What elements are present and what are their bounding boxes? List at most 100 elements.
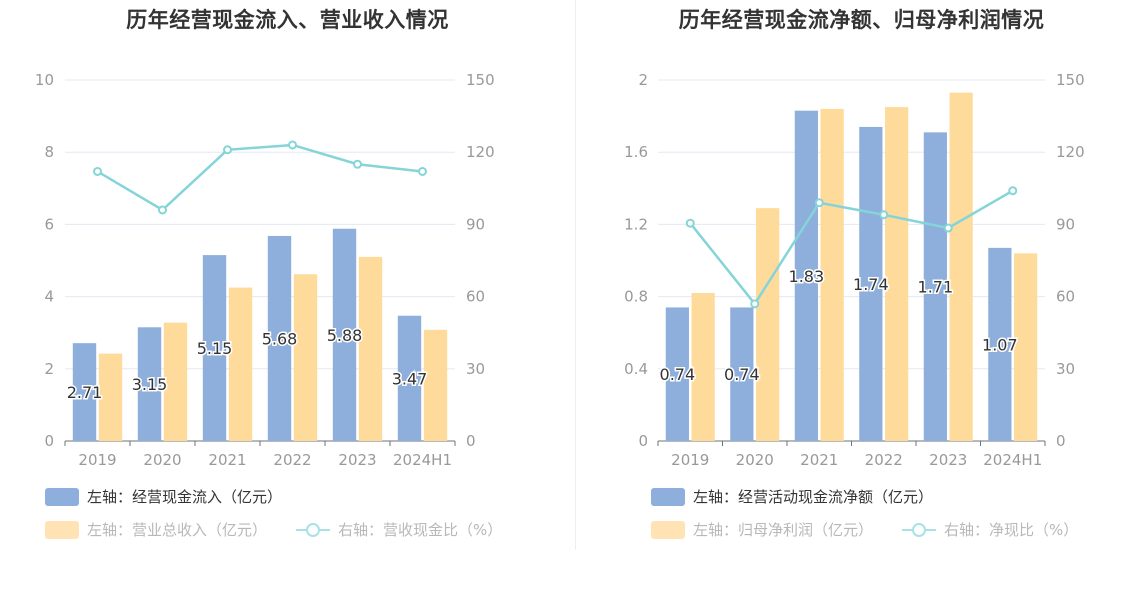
x-tick-label: 2024H1 [983, 451, 1042, 469]
x-tick-label: 2020 [143, 451, 181, 469]
bar-primary [794, 110, 818, 441]
bar-secondary [1014, 253, 1038, 441]
ratio-point [353, 159, 362, 169]
right-legend-item-netflow[interactable]: 左轴：经营活动现金流净额（亿元） [651, 486, 933, 507]
right-legend-item-ratio[interactable]: 右轴：净现比（%） [902, 519, 1078, 540]
legend-bar-swatch [651, 520, 685, 539]
x-tick-label: 2020 [736, 451, 774, 469]
x-tick-label: 2021 [208, 451, 246, 469]
y-left-tick-label: 2 [44, 360, 54, 378]
left-chart-title: 历年经营现金流入、营业收入情况 [126, 8, 449, 32]
ratio-line [96, 143, 423, 212]
x-tick-label: 2019 [671, 451, 709, 469]
y-right-tick-label: 60 [466, 288, 485, 306]
bar-data-label: 2.71 [67, 383, 103, 402]
left-legend-item-inflow[interactable]: 左轴：经营现金流入（亿元） [45, 486, 282, 507]
x-tick-label: 2023 [338, 451, 376, 469]
legend-label: 右轴：净现比（%） [944, 521, 1079, 539]
bar-primary [332, 228, 357, 441]
legend-bar-swatch [651, 487, 685, 506]
ratio-point [93, 166, 102, 176]
y-left-tick-label: 10 [35, 71, 54, 89]
legend-label: 左轴：营业总收入（亿元） [87, 521, 268, 539]
y-left-tick-label: 8 [44, 143, 54, 161]
y-left-tick-label: 6 [44, 215, 54, 233]
bar-secondary [358, 256, 383, 441]
ratio-point [1008, 186, 1018, 196]
bar-data-label: 0.74 [724, 365, 760, 384]
left-legend-item-revenue[interactable]: 左轴：营业总收入（亿元） [45, 519, 267, 540]
ratio-point [879, 210, 889, 220]
legend-label: 左轴：经营活动现金流净额（亿元） [693, 488, 934, 506]
bar-data-label: 5.15 [197, 339, 233, 358]
legend-line-circle-icon [296, 522, 330, 537]
y-left-tick-label: 1.6 [624, 143, 648, 161]
x-tick-label: 2021 [800, 451, 838, 469]
bar-primary [923, 132, 947, 441]
bar-primary [859, 126, 883, 442]
x-tick-label: 2022 [865, 451, 903, 469]
x-tick-label: 2024H1 [393, 451, 452, 469]
y-left-tick-label: 2 [638, 71, 648, 89]
bar-secondary [885, 107, 909, 441]
right-chart-title: 历年经营现金流净额、归母净利润情况 [678, 8, 1045, 32]
left-chart-panel: 历年经营现金流入、营业收入情况 0 2 4 6 8 10 0 30 60 90 120 150 2019… [35, 8, 502, 540]
y-right-tick-label: 150 [466, 71, 495, 89]
y-right-tick-label: 0 [466, 432, 476, 450]
y-left-tick-label: 0.4 [624, 360, 648, 378]
legend-label: 右轴：营收现金比（%） [338, 521, 503, 539]
bar-data-label: 1.71 [918, 278, 954, 297]
bar-secondary [820, 108, 844, 441]
legend-label: 左轴：经营现金流入（亿元） [87, 488, 283, 506]
bar-secondary [228, 287, 253, 441]
bar-data-label: 3.15 [132, 375, 168, 394]
left-legend-item-ratio[interactable]: 右轴：营收现金比（%） [296, 519, 502, 540]
y-left-tick-label: 0 [44, 432, 54, 450]
bar-data-label: 1.07 [982, 335, 1018, 354]
ratio-point [685, 218, 695, 228]
left-chart-plot: 0 2 4 6 8 10 0 30 60 90 120 150 2019 2020 2021 2022 2023… [35, 71, 495, 469]
x-tick-label: 2023 [929, 451, 967, 469]
bar-data-label: 3.47 [392, 369, 428, 388]
y-right-tick-label: 30 [466, 360, 485, 378]
ratio-point [223, 145, 232, 155]
x-tick-label: 2019 [78, 451, 116, 469]
bar-primary [665, 307, 689, 441]
y-right-tick-label: 120 [1056, 143, 1085, 161]
bar-data-label: 1.74 [853, 275, 889, 294]
bar-secondary [756, 208, 780, 441]
y-right-tick-label: 120 [466, 143, 495, 161]
panel-divider [575, 0, 576, 550]
legend-bar-swatch [45, 487, 79, 506]
bar-primary [202, 255, 227, 441]
ratio-point [418, 166, 427, 176]
y-right-tick-label: 90 [466, 215, 485, 233]
bar-primary [72, 343, 97, 441]
bar-secondary [949, 92, 973, 441]
bar-primary [730, 307, 754, 441]
y-left-tick-label: 4 [44, 288, 54, 306]
y-right-tick-label: 150 [1056, 71, 1085, 89]
bar-secondary [163, 322, 188, 441]
y-right-tick-label: 30 [1056, 360, 1075, 378]
bar-primary [397, 315, 422, 441]
right-chart-panel: 历年经营现金流净额、归母净利润情况 0 0.4 0.8 1.2 1.6 2 0 30 60 90 1… [576, 0, 1147, 589]
right-legend-item-profit[interactable]: 左轴：归母净利润（亿元） [651, 519, 873, 540]
ratio-line [689, 189, 1014, 306]
bar-data-label: 5.68 [262, 329, 298, 348]
ratio-point [288, 140, 297, 150]
y-right-tick-label: 90 [1056, 215, 1075, 233]
bar-data-label: 0.74 [660, 365, 696, 384]
y-right-tick-label: 0 [1056, 432, 1066, 450]
ratio-point [814, 198, 824, 208]
bar-data-label: 5.88 [327, 326, 363, 345]
bar-primary [267, 235, 292, 441]
bar-primary [988, 247, 1012, 441]
bar-data-label: 1.83 [789, 267, 825, 286]
x-tick-label: 2022 [273, 451, 311, 469]
legend-label: 左轴：归母净利润（亿元） [693, 521, 874, 539]
bar-secondary [293, 274, 318, 441]
bar-secondary [691, 292, 715, 441]
legend-bar-swatch [45, 520, 79, 539]
y-left-tick-label: 1.2 [624, 215, 648, 233]
